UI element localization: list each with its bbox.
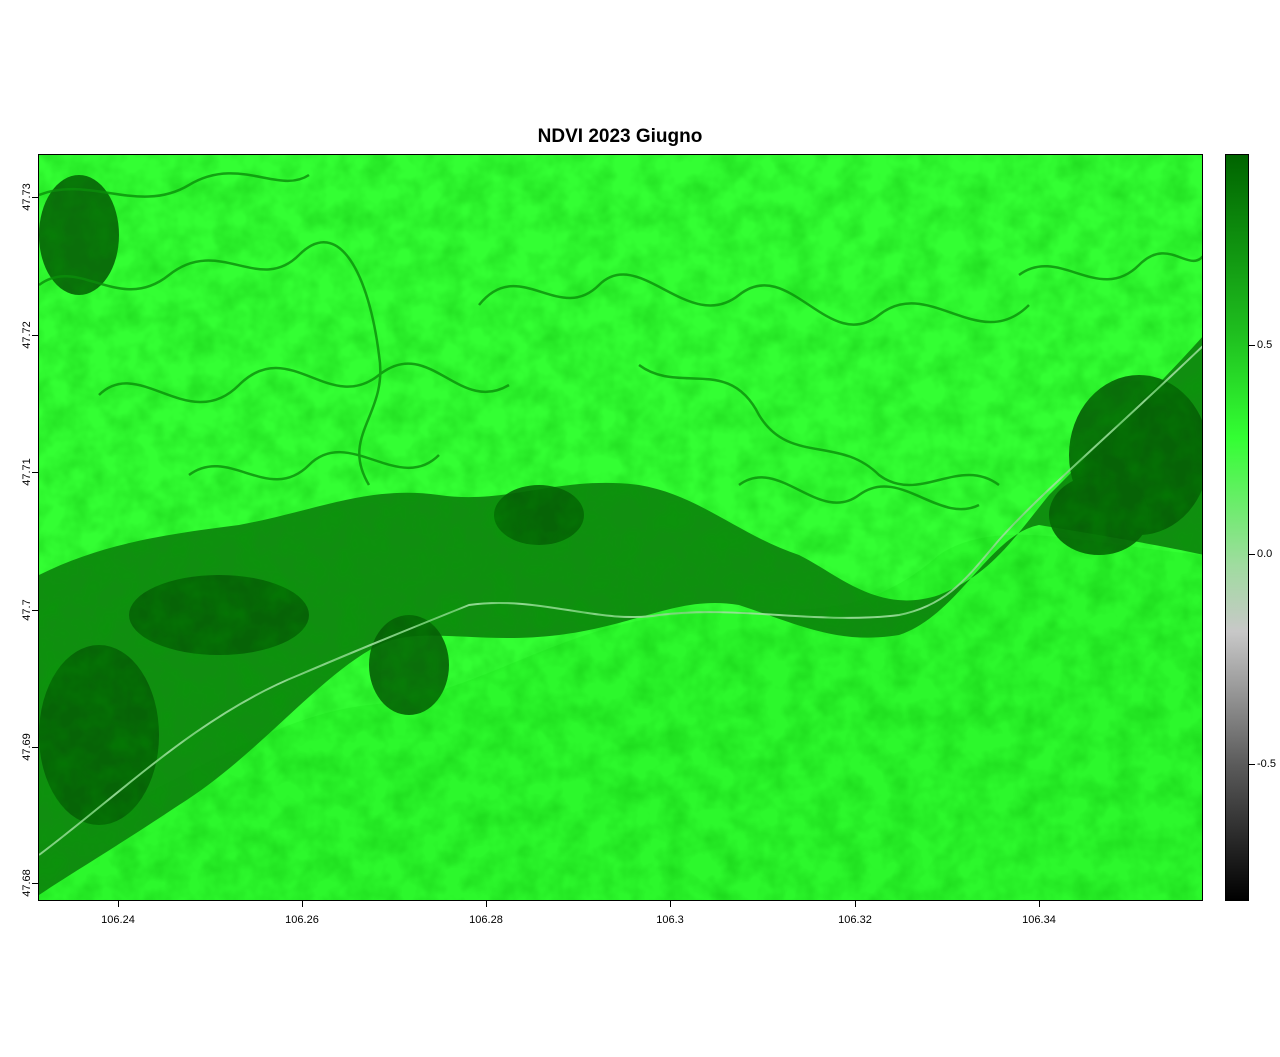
y-tick xyxy=(32,335,38,336)
x-tick-label: 106.28 xyxy=(469,914,503,926)
y-tick-label: 47.73 xyxy=(21,183,33,211)
y-tick xyxy=(32,472,38,473)
y-tick xyxy=(32,747,38,748)
map-title: NDVI 2023 Giugno xyxy=(537,126,703,147)
legend-colorbar xyxy=(1225,154,1249,901)
x-tick xyxy=(118,901,119,907)
x-tick xyxy=(670,901,671,907)
x-tick xyxy=(486,901,487,907)
legend-tick xyxy=(1249,345,1255,346)
x-tick xyxy=(855,901,856,907)
y-tick xyxy=(32,610,38,611)
legend-tick xyxy=(1249,764,1255,765)
y-tick-label: 47.72 xyxy=(21,321,33,349)
x-tick-label: 106.32 xyxy=(838,914,872,926)
y-tick-label: 47.68 xyxy=(21,869,33,897)
y-tick-label: 47.71 xyxy=(21,458,33,486)
x-tick-label: 106.3 xyxy=(656,914,684,926)
y-tick-label: 47.69 xyxy=(21,733,33,761)
legend-tick xyxy=(1249,554,1255,555)
legend-label: -0.5 xyxy=(1257,758,1276,770)
x-tick-label: 106.26 xyxy=(285,914,319,926)
y-tick xyxy=(32,883,38,884)
ndvi-raster xyxy=(38,154,1203,901)
legend-label: 0.5 xyxy=(1257,339,1273,351)
x-tick xyxy=(1039,901,1040,907)
x-tick xyxy=(302,901,303,907)
y-tick xyxy=(32,197,38,198)
x-tick-label: 106.34 xyxy=(1022,914,1056,926)
legend-label: 0.0 xyxy=(1257,548,1273,560)
x-tick-label: 106.24 xyxy=(101,914,135,926)
y-tick-label: 47.7 xyxy=(21,599,33,621)
